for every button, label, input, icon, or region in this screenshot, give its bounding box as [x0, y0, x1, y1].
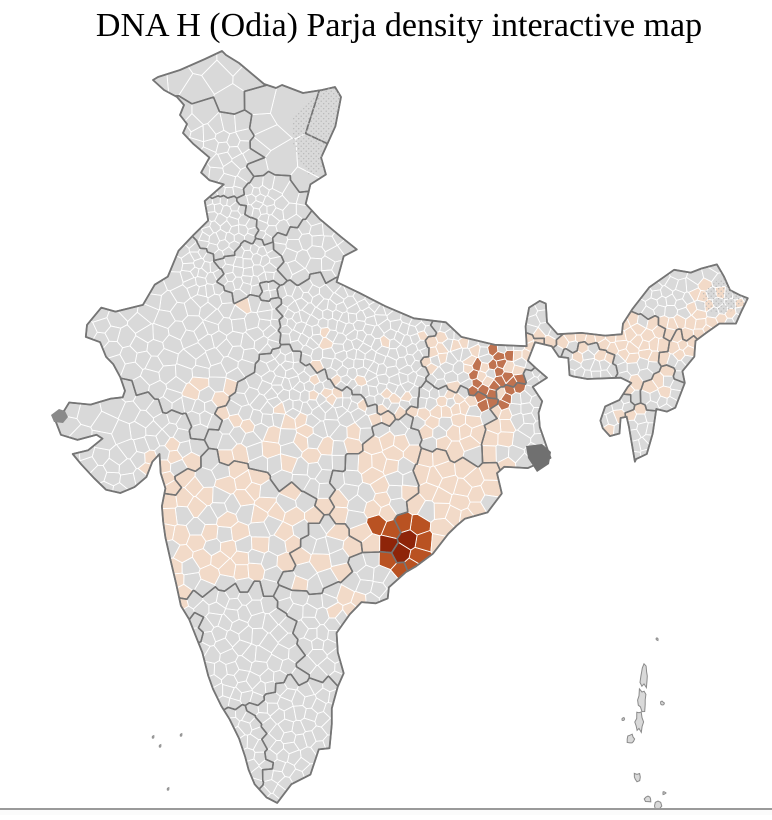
- svg-text:DNA H (Odia) Parja density int: DNA H (Odia) Parja density interactive m…: [96, 7, 702, 44]
